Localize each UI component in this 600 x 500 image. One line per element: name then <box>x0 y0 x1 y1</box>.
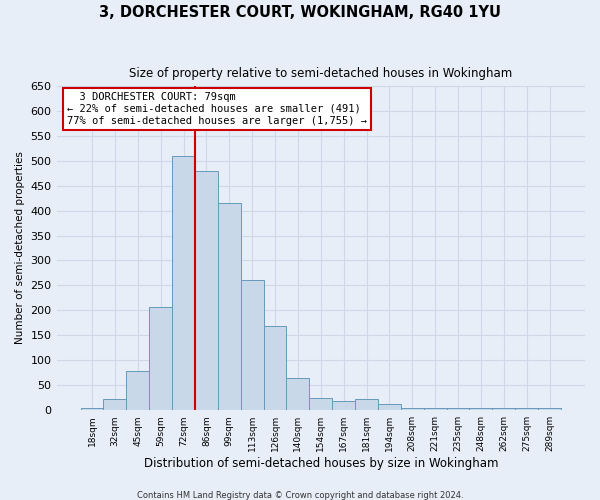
Bar <box>355 399 378 410</box>
Bar <box>195 170 218 410</box>
Bar <box>286 378 310 410</box>
X-axis label: Distribution of semi-detached houses by size in Wokingham: Distribution of semi-detached houses by … <box>143 457 498 470</box>
Bar <box>538 408 561 410</box>
Bar <box>103 399 127 410</box>
Bar <box>446 408 469 410</box>
Bar <box>332 401 355 410</box>
Bar <box>515 408 538 410</box>
Text: 3, DORCHESTER COURT, WOKINGHAM, RG40 1YU: 3, DORCHESTER COURT, WOKINGHAM, RG40 1YU <box>99 5 501 20</box>
Bar <box>310 398 332 410</box>
Text: 3 DORCHESTER COURT: 79sqm
← 22% of semi-detached houses are smaller (491)
77% of: 3 DORCHESTER COURT: 79sqm ← 22% of semi-… <box>67 92 367 126</box>
Bar <box>469 408 493 410</box>
Bar <box>218 203 241 410</box>
Bar <box>378 404 401 410</box>
Bar <box>80 408 103 410</box>
Bar <box>241 280 263 410</box>
Y-axis label: Number of semi-detached properties: Number of semi-detached properties <box>15 152 25 344</box>
Bar <box>263 326 286 410</box>
Bar <box>493 408 515 410</box>
Bar <box>424 408 446 410</box>
Bar <box>127 371 149 410</box>
Text: Contains HM Land Registry data © Crown copyright and database right 2024.: Contains HM Land Registry data © Crown c… <box>137 490 463 500</box>
Bar <box>401 408 424 410</box>
Title: Size of property relative to semi-detached houses in Wokingham: Size of property relative to semi-detach… <box>129 68 512 80</box>
Bar <box>172 156 195 410</box>
Bar <box>149 307 172 410</box>
